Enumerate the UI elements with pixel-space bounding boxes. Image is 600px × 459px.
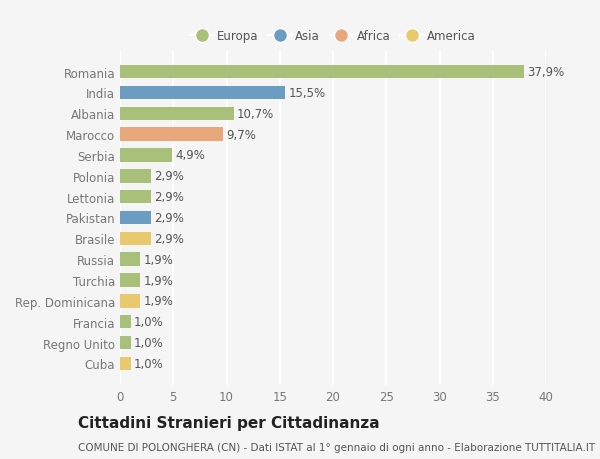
Bar [120,211,151,225]
Bar [120,107,234,121]
Text: 1,9%: 1,9% [143,274,173,287]
Bar [120,294,140,308]
Bar [120,66,524,79]
Bar [120,190,151,204]
Text: 1,9%: 1,9% [143,253,173,266]
Text: 37,9%: 37,9% [527,66,564,79]
Text: 1,9%: 1,9% [143,295,173,308]
Text: 2,9%: 2,9% [154,212,184,224]
Bar [120,232,151,246]
Text: 15,5%: 15,5% [288,87,325,100]
Text: 1,0%: 1,0% [134,357,164,370]
Bar [120,149,172,162]
Legend: Europa, Asia, Africa, America: Europa, Asia, Africa, America [187,26,479,46]
Text: 9,7%: 9,7% [227,129,256,141]
Text: 1,0%: 1,0% [134,336,164,349]
Text: Cittadini Stranieri per Cittadinanza: Cittadini Stranieri per Cittadinanza [78,415,380,431]
Bar [120,128,223,142]
Bar [120,336,131,350]
Bar [120,357,131,370]
Text: COMUNE DI POLONGHERA (CN) - Dati ISTAT al 1° gennaio di ogni anno - Elaborazione: COMUNE DI POLONGHERA (CN) - Dati ISTAT a… [78,442,595,452]
Bar [120,170,151,183]
Text: 2,9%: 2,9% [154,191,184,204]
Text: 4,9%: 4,9% [175,149,205,162]
Text: 1,0%: 1,0% [134,315,164,329]
Text: 2,9%: 2,9% [154,170,184,183]
Bar [120,274,140,287]
Bar [120,253,140,266]
Bar [120,315,131,329]
Bar [120,86,285,100]
Text: 10,7%: 10,7% [237,107,274,121]
Text: 2,9%: 2,9% [154,232,184,245]
